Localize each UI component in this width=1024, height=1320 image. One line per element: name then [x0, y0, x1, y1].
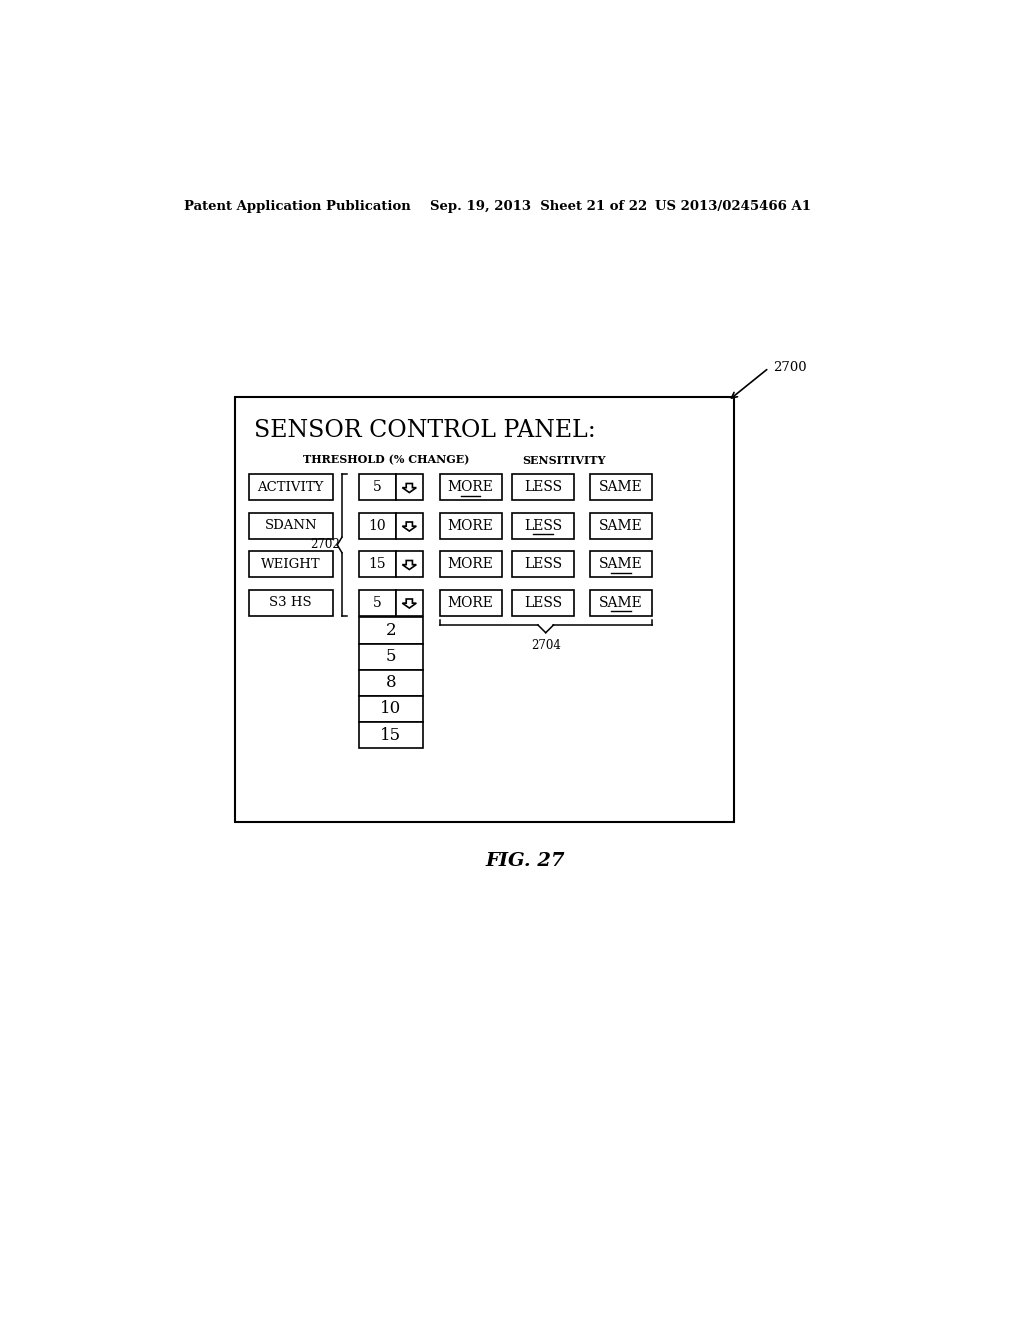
Bar — [359, 722, 423, 748]
Bar — [249, 590, 333, 615]
Text: SAME: SAME — [599, 595, 643, 610]
Bar — [590, 474, 652, 500]
Bar — [249, 552, 333, 577]
Text: 10: 10 — [380, 701, 401, 718]
Bar — [512, 474, 574, 500]
Text: 2700: 2700 — [773, 362, 807, 375]
Text: LESS: LESS — [524, 557, 562, 572]
Text: 15: 15 — [369, 557, 386, 572]
Text: WEIGHT: WEIGHT — [261, 557, 321, 570]
Bar — [590, 590, 652, 615]
Text: SENSITIVITY: SENSITIVITY — [522, 454, 605, 466]
Bar — [359, 552, 396, 577]
Bar — [439, 552, 502, 577]
Bar — [590, 552, 652, 577]
Bar — [359, 512, 396, 539]
Bar — [439, 474, 502, 500]
Text: 10: 10 — [369, 519, 386, 533]
Bar — [359, 618, 423, 644]
Bar — [249, 474, 333, 500]
Text: 2702: 2702 — [310, 539, 340, 552]
Polygon shape — [402, 561, 417, 569]
Bar — [439, 590, 502, 615]
Text: MORE: MORE — [447, 519, 494, 533]
Text: LESS: LESS — [524, 480, 562, 494]
Text: Patent Application Publication: Patent Application Publication — [183, 199, 411, 213]
Text: ACTIVITY: ACTIVITY — [258, 480, 324, 494]
Text: MORE: MORE — [447, 557, 494, 572]
Text: LESS: LESS — [524, 595, 562, 610]
Bar — [359, 474, 396, 500]
Text: SENSOR CONTROL PANEL:: SENSOR CONTROL PANEL: — [254, 418, 596, 442]
Bar — [249, 512, 333, 539]
Text: S3 HS: S3 HS — [269, 597, 312, 610]
Text: THRESHOLD (% CHANGE): THRESHOLD (% CHANGE) — [303, 454, 469, 466]
Text: 2704: 2704 — [530, 639, 561, 652]
Polygon shape — [402, 483, 417, 492]
Text: FIG. 27: FIG. 27 — [485, 851, 564, 870]
Text: 15: 15 — [380, 726, 401, 743]
Text: MORE: MORE — [447, 480, 494, 494]
Polygon shape — [402, 521, 417, 531]
Bar — [590, 512, 652, 539]
Bar — [396, 590, 423, 615]
Bar — [359, 644, 423, 669]
Bar — [396, 552, 423, 577]
Bar — [234, 397, 734, 822]
Text: 5: 5 — [373, 480, 382, 494]
Bar — [512, 590, 574, 615]
Bar — [396, 512, 423, 539]
Text: 5: 5 — [373, 595, 382, 610]
Text: US 2013/0245466 A1: US 2013/0245466 A1 — [655, 199, 811, 213]
Bar — [439, 512, 502, 539]
Text: SAME: SAME — [599, 519, 643, 533]
Bar — [396, 474, 423, 500]
Text: 5: 5 — [385, 648, 396, 665]
Bar — [359, 669, 423, 696]
Bar — [359, 590, 396, 615]
Text: LESS: LESS — [524, 519, 562, 533]
Text: Sep. 19, 2013  Sheet 21 of 22: Sep. 19, 2013 Sheet 21 of 22 — [430, 199, 647, 213]
Text: SAME: SAME — [599, 480, 643, 494]
Text: SAME: SAME — [599, 557, 643, 572]
Polygon shape — [402, 599, 417, 609]
Text: SDANN: SDANN — [264, 519, 317, 532]
Text: 8: 8 — [385, 675, 396, 692]
Bar — [512, 552, 574, 577]
Text: 2: 2 — [385, 622, 396, 639]
Text: MORE: MORE — [447, 595, 494, 610]
Bar — [359, 696, 423, 722]
Bar — [512, 512, 574, 539]
